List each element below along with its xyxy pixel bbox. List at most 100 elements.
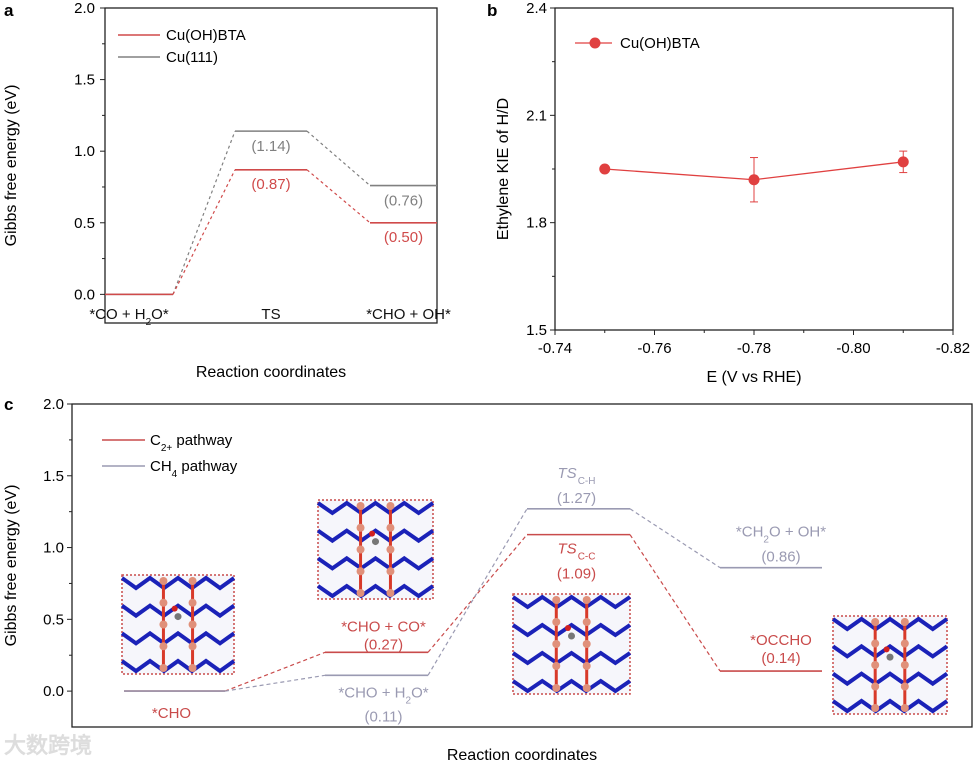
structure-cho [120, 574, 236, 675]
cu-atom [552, 662, 561, 670]
molecule-chain [831, 698, 949, 714]
cu-atom [871, 661, 880, 669]
category-label: *CHO + OH* [366, 306, 451, 323]
y-tick-label: 1.0 [43, 540, 64, 557]
cu-atom [900, 682, 909, 691]
x-tick-label: -0.80 [836, 340, 870, 357]
structure-ts-cc [511, 593, 632, 695]
cu-atom [386, 523, 395, 532]
cu-atom [356, 502, 365, 510]
cu-atom [188, 577, 197, 585]
cu-atom [552, 684, 561, 692]
o-atom [171, 605, 178, 612]
panel-a-frame [104, 7, 438, 324]
x-axis-label: Reaction coordinates [196, 364, 346, 381]
cu-atom [159, 642, 168, 651]
state-label: *CH2O + OH* [736, 524, 826, 546]
x-tick-label: -0.82 [936, 340, 970, 357]
o-atom [883, 646, 890, 653]
value-label: (0.87) [251, 176, 290, 193]
cu-atom [900, 639, 909, 648]
cu-atom [871, 704, 880, 712]
panel-c-frame [71, 403, 973, 728]
y-tick-label: 2.1 [526, 107, 547, 124]
molecule-chain [831, 671, 949, 687]
molecule-chain [120, 658, 236, 674]
y-tick-label: 0.0 [74, 286, 95, 303]
data-point [897, 156, 909, 168]
molecule-chain [120, 603, 236, 619]
cu-atom [188, 620, 197, 629]
y-axis-label: Ethylene KIE of H/D [495, 98, 512, 240]
c-atom [174, 613, 182, 621]
connector [629, 508, 721, 569]
c-atom [372, 538, 379, 546]
cu-atom [356, 545, 365, 554]
value-label: (0.14) [761, 650, 800, 667]
state-label: *CHO [152, 705, 191, 722]
cu-atom [386, 545, 395, 554]
o-atom [369, 530, 376, 537]
cu-atom [582, 640, 591, 648]
y-tick-label: 0.5 [43, 611, 64, 628]
c-atom [886, 653, 894, 661]
cu-atom [386, 502, 395, 510]
ts-label: TSC-H [558, 465, 596, 487]
y-tick-label: 1.5 [74, 72, 95, 89]
cu-atom [582, 662, 591, 670]
y-tick-label: 2.0 [43, 396, 64, 413]
value-label: (0.50) [384, 229, 423, 246]
cu-atom [552, 618, 561, 626]
connector-Cu(OH)BTA [306, 169, 371, 224]
legend-label: Cu(OH)BTA [166, 27, 246, 44]
legend-marker [589, 37, 601, 49]
x-tick-label: -0.74 [538, 340, 572, 357]
y-tick-label: 0.5 [74, 215, 95, 232]
panel-label-c: c [4, 395, 13, 414]
structure-cho-co [316, 499, 435, 600]
state-label: *OCCHO [750, 632, 812, 649]
watermark: 大数跨境 [4, 733, 93, 758]
cu-atom [159, 664, 168, 672]
cu-atom [871, 682, 880, 691]
y-tick-label: 1.8 [526, 215, 547, 232]
y-tick-label: 1.0 [74, 143, 95, 160]
connector [224, 674, 326, 692]
data-point [748, 174, 760, 186]
value-label: (1.27) [557, 490, 596, 507]
cu-atom [900, 618, 909, 626]
state-label: *CHO + H2O* [338, 684, 428, 706]
structure-frame [832, 615, 948, 715]
structure-frame [512, 593, 631, 695]
panel-label-b: b [487, 1, 497, 20]
cu-atom [188, 598, 197, 607]
molecule-chain [511, 594, 632, 610]
panel-label-a: a [4, 1, 14, 20]
cu-atom [900, 661, 909, 669]
y-axis-label: Gibbs free energy (eV) [3, 85, 20, 247]
y-tick-label: 2.4 [526, 0, 547, 17]
molecule-chain [120, 630, 236, 646]
structure-frame [317, 499, 434, 600]
category-label: TS [261, 306, 280, 323]
ts-label: TSC-C [558, 541, 596, 563]
x-axis-label: E (V vs RHE) [706, 369, 801, 386]
cu-atom [386, 589, 395, 597]
structure-occho [831, 615, 949, 715]
value-label: (1.09) [557, 566, 596, 583]
connector [427, 534, 528, 653]
connector [224, 651, 326, 692]
cu-atom [871, 639, 880, 648]
cu-atom [356, 567, 365, 576]
molecule-chain [831, 616, 949, 632]
molecule-chain [511, 678, 632, 694]
value-label: (0.11) [364, 708, 402, 725]
molecule-chain [316, 583, 435, 599]
y-tick-label: 1.5 [526, 322, 547, 339]
legend-label: Cu(111) [166, 49, 218, 66]
molecule-chain [511, 650, 632, 666]
connector [629, 534, 721, 672]
y-tick-label: 2.0 [74, 0, 95, 17]
